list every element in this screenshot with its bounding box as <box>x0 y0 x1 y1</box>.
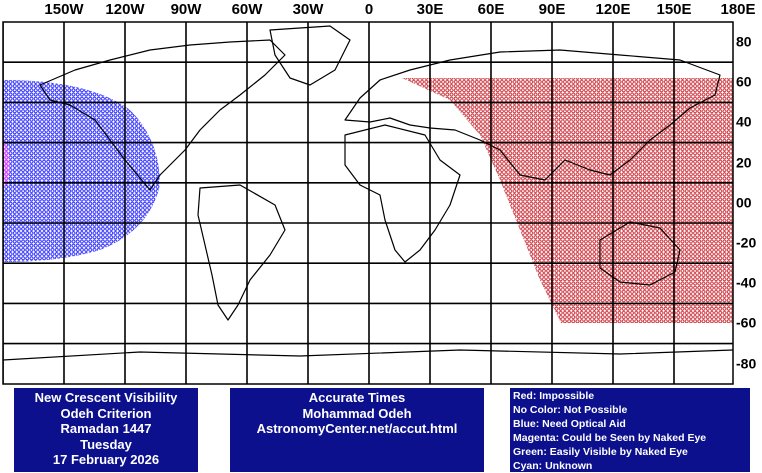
lat-label-minus40: -40 <box>736 274 757 291</box>
lon-label-0: 0 <box>364 1 374 18</box>
legend-blue: Blue: Need Optical Aid <box>513 418 626 430</box>
legend-red: Red: Impossible <box>513 390 595 402</box>
lon-label-60e: 60E <box>477 1 505 18</box>
europe-asia-outline <box>344 49 721 181</box>
graticule <box>3 22 733 384</box>
greenland-outline <box>269 25 351 86</box>
weekday-label: Tuesday <box>80 436 132 452</box>
legend-cyan: Cyan: Unknown <box>513 460 593 472</box>
lat-label-20: 20 <box>736 154 752 171</box>
lat-label-minus20: -20 <box>736 234 757 251</box>
date-label: 17 February 2026 <box>52 452 160 467</box>
author-name: Mohammad Odeh <box>302 405 412 421</box>
naked-eye-zone <box>3 138 10 190</box>
lon-label-180e: 180E <box>720 1 756 18</box>
lat-label-minus60: -60 <box>736 314 757 331</box>
credits-panel: Accurate Times Mohammad Odeh AstronomyCe… <box>230 388 484 472</box>
visibility-info-panel: New Crescent Visibility Odeh Criterion R… <box>14 388 198 472</box>
lat-label-minus80: -80 <box>736 355 757 372</box>
website-link[interactable]: AstronomyCenter.net/accut.html <box>256 421 458 436</box>
legend-panel: Red: Impossible No Color: Not Possible B… <box>510 388 750 472</box>
antarctica-outline <box>3 349 733 361</box>
optical-aid-zone <box>3 80 160 262</box>
criterion-label: Odeh Criterion <box>60 405 152 421</box>
lat-label-40: 40 <box>736 113 752 130</box>
north-america-outline <box>39 39 286 191</box>
lon-label-60w: 60W <box>231 1 263 18</box>
lat-label-60: 60 <box>736 73 752 90</box>
lon-label-120w: 120W <box>105 1 145 18</box>
month-label: Ramadan 1447 <box>60 421 152 436</box>
lat-label-80: 80 <box>736 33 752 50</box>
map-frame <box>2 21 734 385</box>
lon-label-90e: 90E <box>538 1 566 18</box>
credits-title: Accurate Times <box>308 390 406 405</box>
world-map <box>2 21 734 385</box>
land-outlines <box>3 25 733 361</box>
lon-label-30w: 30W <box>292 1 324 18</box>
legend-green: Green: Easily Visible by Naked Eye <box>513 446 688 458</box>
legend-magenta: Magenta: Could be Seen by Naked Eye <box>513 432 707 444</box>
panel-title: New Crescent Visibility <box>34 390 178 405</box>
legend-no-color: No Color: Not Possible <box>513 404 628 416</box>
lon-label-30e: 30E <box>416 1 444 18</box>
australia-outline <box>599 221 681 286</box>
lon-label-90w: 90W <box>170 1 202 18</box>
lon-label-120e: 120E <box>595 1 631 18</box>
lon-label-150e: 150E <box>656 1 692 18</box>
south-america-outline <box>197 184 286 321</box>
lat-label-00: 00 <box>736 194 752 211</box>
lon-label-150w: 150W <box>44 1 84 18</box>
